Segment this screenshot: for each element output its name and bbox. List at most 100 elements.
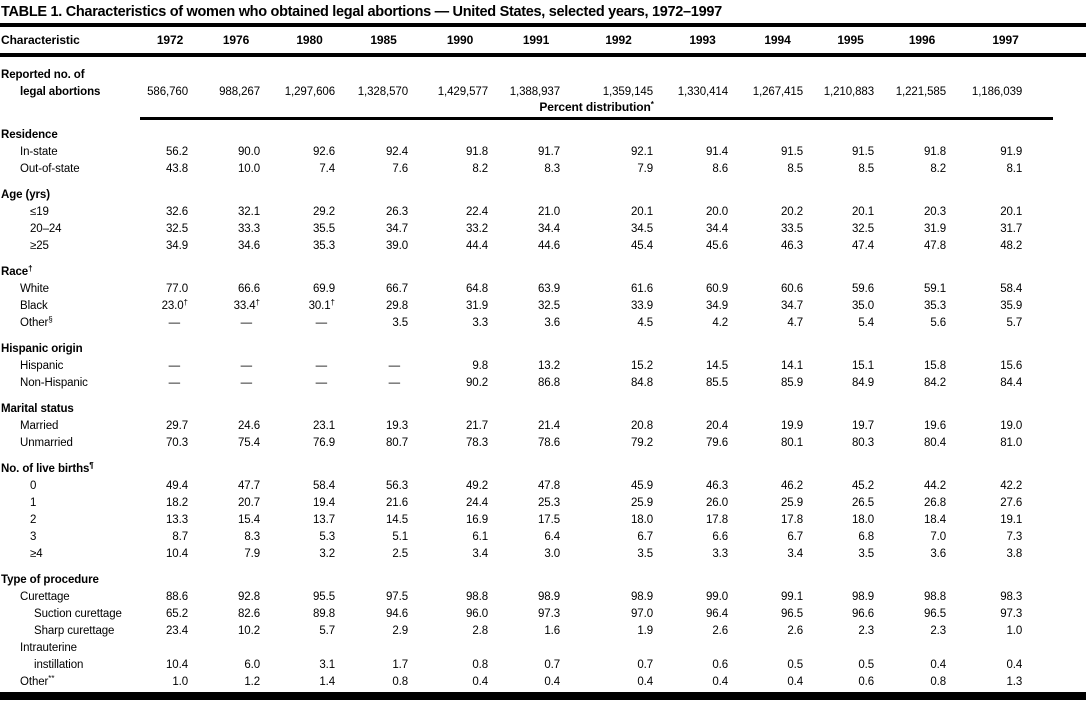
cell: 3.4 — [787, 548, 803, 560]
cell: 63.9 — [538, 283, 560, 295]
cell: 7.4 — [319, 163, 335, 175]
row-label: Other** — [20, 674, 55, 689]
cell: 3.3 — [712, 548, 728, 560]
column-header-1994: 1994 — [764, 33, 791, 47]
table-row: 20–24 32.5 33.3 35.5 34.7 33.2 34.4 34.5 34.4 33.… — [0, 218, 1053, 235]
footnote-marker: § — [48, 315, 53, 324]
cell: 49.4 — [166, 480, 188, 492]
column-header-1996: 1996 — [908, 33, 936, 47]
footnote-marker: † — [255, 298, 260, 307]
cell: 988,267 — [219, 86, 260, 98]
cell: 89.8 — [313, 608, 335, 620]
table-row: Curettage 88.6 92.8 95.5 97.5 98.8 98.9 98.9 99.… — [0, 586, 1053, 603]
cell: 17.8 — [781, 514, 803, 526]
table-row: Out-of-state 43.8 10.0 7.4 7.6 8.2 8.3 7.9 8.6 8.… — [0, 158, 1053, 175]
cell: 48.2 — [1000, 240, 1023, 252]
cell: 26.8 — [924, 497, 946, 509]
cell: 46.2 — [781, 480, 803, 492]
table-row: White 77.0 66.6 69.9 66.7 64.8 63.9 61.6 60.9 60.… — [0, 278, 1053, 295]
cell: 8.3 — [544, 163, 560, 175]
cell: 98.9 — [631, 591, 653, 603]
bottom-rule — [0, 692, 1086, 700]
cell: 39.0 — [386, 240, 408, 252]
cell: 14.5 — [706, 360, 728, 372]
row-label: 0 — [30, 480, 37, 492]
row-label: Reported no. of — [1, 69, 85, 81]
cell: 0.6 — [858, 676, 874, 688]
cell: 31.9 — [924, 223, 946, 235]
cell: 1,359,145 — [602, 86, 653, 98]
column-header-characteristic: Characteristic — [1, 33, 80, 47]
table-row: Hispanic — — — — 9.8 13.2 15.2 14.5 14.1 15.1 15.8 1… — [0, 355, 1053, 372]
section-row: Type of procedure — [0, 560, 1053, 586]
cell: 32.6 — [166, 206, 188, 218]
data-table: Reported no. of legal abortions 586,760 988… — [0, 57, 1054, 689]
table-row: Other** 1.0 1.2 1.4 0.8 0.4 0.4 0.4 0.4 0.4 0.6 0.8… — [0, 671, 1053, 689]
cell: 2.6 — [787, 625, 803, 637]
cell: 95.5 — [313, 591, 335, 603]
row-label: Intrauterine — [20, 642, 77, 654]
cell: 80.4 — [924, 437, 946, 449]
cell: 21.0 — [538, 206, 560, 218]
section-row: Marital status — [0, 389, 1053, 415]
cell: 1,388,937 — [509, 86, 560, 98]
cell: 5.1 — [392, 531, 408, 543]
cell: 34.9 — [706, 300, 728, 312]
cell: 85.5 — [706, 377, 728, 389]
cell: 1.3 — [1006, 676, 1023, 688]
row-label: Hispanic — [20, 360, 64, 372]
cell: 16.9 — [466, 514, 488, 526]
cell: 4.5 — [637, 317, 653, 329]
cell: 66.6 — [238, 283, 260, 295]
cell: 64.8 — [466, 283, 488, 295]
cell: 35.9 — [1000, 300, 1023, 312]
cell: 84.4 — [1000, 377, 1023, 389]
cell: 25.3 — [538, 497, 560, 509]
cell: 33.9 — [631, 300, 653, 312]
cell: 80.7 — [386, 437, 408, 449]
footnote-marker: ** — [48, 674, 55, 683]
cell: 5.6 — [930, 317, 946, 329]
cell: 34.7 — [781, 300, 803, 312]
cell: 60.9 — [706, 283, 728, 295]
cell: 22.4 — [466, 206, 488, 218]
cell: 23.4 — [166, 625, 188, 637]
cell: 23.1 — [313, 420, 335, 432]
cell: 13.7 — [313, 514, 335, 526]
cell: 29.8 — [386, 300, 408, 312]
cell: 31.9 — [466, 300, 488, 312]
cell: 10.4 — [166, 548, 188, 560]
cell: 44.2 — [924, 480, 946, 492]
cell: 44.6 — [538, 240, 560, 252]
cell: 586,760 — [147, 86, 188, 98]
cell: 96.4 — [706, 608, 728, 620]
cell: 0.4 — [1006, 659, 1023, 671]
cell: 97.3 — [1000, 608, 1023, 620]
cell: 19.3 — [386, 420, 408, 432]
percent-banner-row: Percent distribution* — [0, 98, 1054, 120]
cell: 61.6 — [631, 283, 653, 295]
cell: 30.1† — [308, 298, 335, 313]
cell: 20.0 — [706, 206, 728, 218]
cell: 20.4 — [706, 420, 728, 432]
row-label: Marital status — [1, 403, 74, 415]
column-header-1990: 1990 — [446, 33, 474, 47]
cell: 24.4 — [466, 497, 488, 509]
cell: 84.2 — [924, 377, 946, 389]
cell: 3.3 — [472, 317, 488, 329]
cell: 1,221,585 — [895, 86, 946, 98]
column-header-1995: 1995 — [837, 33, 864, 47]
column-header-1997: 1997 — [992, 33, 1019, 47]
cell: 2.6 — [712, 625, 728, 637]
column-header-1985: 1985 — [370, 33, 397, 47]
cell: 1,267,415 — [752, 86, 803, 98]
row-label: 1 — [30, 497, 37, 509]
cell: 3.0 — [544, 548, 560, 560]
cell: 6.6 — [712, 531, 728, 543]
cell: 3.5 — [392, 317, 408, 329]
cell: 5.4 — [858, 317, 874, 329]
cell: 15.8 — [924, 360, 946, 372]
cell: 90.0 — [238, 146, 260, 158]
cell: 46.3 — [706, 480, 728, 492]
